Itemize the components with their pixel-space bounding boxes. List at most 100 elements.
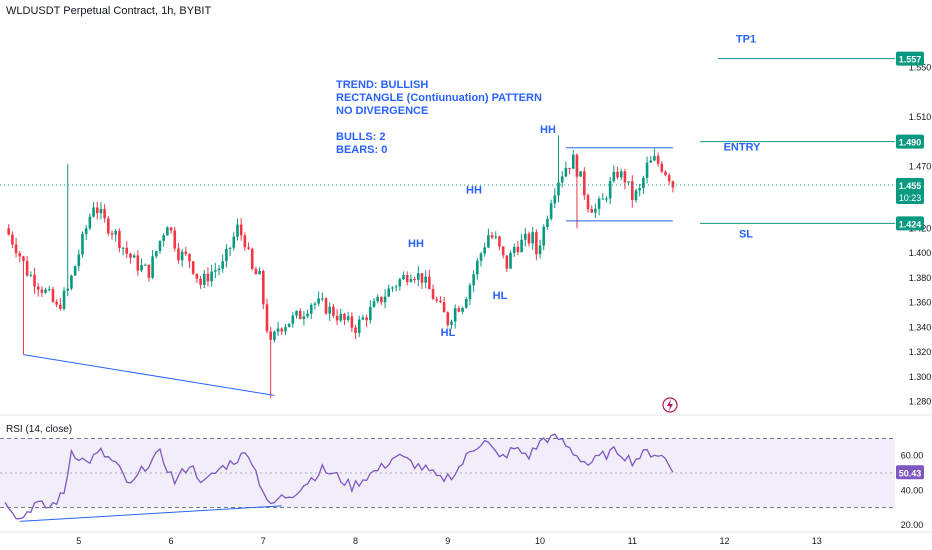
- analysis-note: TREND: BULLISH RECTANGLE (Contiunuation)…: [336, 79, 542, 157]
- candle-body: [22, 256, 25, 262]
- candle-body: [535, 232, 538, 255]
- divergence-line: NO DIVERGENCE: [336, 105, 429, 117]
- candle-body: [361, 317, 365, 320]
- level-tag: [896, 134, 924, 149]
- candle-body: [184, 251, 188, 254]
- swing-label: HL: [493, 290, 508, 302]
- candle-body: [612, 171, 616, 182]
- candle-body: [254, 268, 258, 275]
- candle-body: [369, 307, 372, 321]
- candle-body: [250, 248, 254, 269]
- candle-body: [557, 182, 560, 196]
- candle-body: [476, 260, 479, 275]
- candle-body: [583, 171, 586, 196]
- candle-body: [25, 261, 29, 276]
- chart-labels: TP1 ENTRY SL HH HL HH HL HH: [408, 34, 761, 413]
- candle-body: [538, 245, 542, 255]
- candle-body: [44, 289, 47, 293]
- candle-body: [586, 195, 590, 210]
- level-tag: [896, 216, 924, 231]
- candle-body: [81, 233, 84, 255]
- candle-body: [236, 224, 239, 237]
- candle-body: [40, 289, 44, 293]
- candle-body: [605, 198, 608, 200]
- candle-body: [265, 304, 269, 332]
- candle-body: [616, 171, 619, 178]
- candle-body: [18, 253, 22, 257]
- candle-body: [328, 306, 332, 314]
- candle-body: [243, 235, 247, 248]
- candle-body: [553, 195, 557, 204]
- candle-body: [258, 270, 261, 275]
- candle-body: [483, 247, 486, 254]
- candle-body: [14, 244, 18, 254]
- price-tick-label: 1.360: [909, 298, 932, 308]
- candle-body: [380, 296, 383, 303]
- candle-body: [450, 321, 453, 325]
- candle-body: [228, 247, 232, 249]
- candle-body: [309, 304, 313, 314]
- candle-body: [202, 273, 206, 285]
- swing-label: HH: [540, 124, 556, 136]
- time-tick-label: 13: [812, 536, 822, 546]
- candle-body: [402, 275, 405, 280]
- candle-body: [129, 253, 132, 258]
- candle-body: [571, 154, 575, 169]
- candle-body: [11, 234, 14, 245]
- candle-body: [664, 171, 667, 176]
- candle-body: [398, 279, 402, 287]
- candle-body: [62, 290, 66, 309]
- candle-body: [468, 285, 472, 300]
- time-tick-label: 6: [169, 536, 174, 546]
- candle-body: [55, 301, 58, 305]
- candle-body: [549, 203, 553, 219]
- candle-body: [568, 167, 571, 169]
- candle-body: [656, 155, 660, 164]
- candle-body: [619, 171, 623, 178]
- candle-body: [77, 254, 81, 267]
- candle-body: [47, 289, 51, 291]
- current-price-value: 1.455: [899, 181, 922, 191]
- candle-body: [125, 247, 129, 254]
- candle-body: [324, 298, 328, 314]
- candle-body: [413, 278, 416, 280]
- level-label-tp1: TP1: [736, 34, 756, 46]
- candle-body: [505, 255, 509, 269]
- rsi-pane: [0, 433, 895, 522]
- candle-body: [391, 287, 394, 289]
- candle-body: [512, 246, 516, 253]
- candle-body: [169, 227, 173, 231]
- candle-body: [424, 276, 427, 283]
- candle-body: [162, 235, 165, 241]
- note-gap: [336, 118, 542, 131]
- candle-body: [73, 266, 77, 276]
- price-tick-label: 1.550: [909, 62, 932, 72]
- candle-body: [623, 171, 627, 183]
- candle-body: [206, 273, 210, 282]
- candle-body: [191, 261, 195, 274]
- swing-label: HH: [466, 185, 482, 197]
- candle-body: [210, 271, 213, 282]
- candle-body: [479, 253, 483, 261]
- candle-body: [298, 311, 302, 320]
- candle-body: [195, 273, 199, 279]
- rsi-current-value: 50.43: [899, 468, 922, 478]
- price-tick-label: 1.280: [909, 397, 932, 407]
- candle-body: [365, 317, 368, 321]
- candle-body: [180, 251, 184, 261]
- candle-body: [523, 233, 527, 240]
- candle-body: [405, 275, 409, 282]
- candle-body: [317, 298, 320, 304]
- time-tick-label: 11: [628, 536, 637, 546]
- candle-body: [546, 218, 549, 227]
- candle-body: [103, 208, 106, 219]
- level-tag-value: 1.557: [899, 55, 922, 65]
- candle-body: [357, 319, 361, 333]
- candle-body: [339, 313, 343, 321]
- candle-body: [457, 308, 461, 312]
- price-divergence-line: [23, 354, 275, 396]
- price-tick-label: 1.470: [909, 161, 932, 171]
- lightning-icon[interactable]: [662, 397, 678, 413]
- candle-body: [70, 275, 73, 289]
